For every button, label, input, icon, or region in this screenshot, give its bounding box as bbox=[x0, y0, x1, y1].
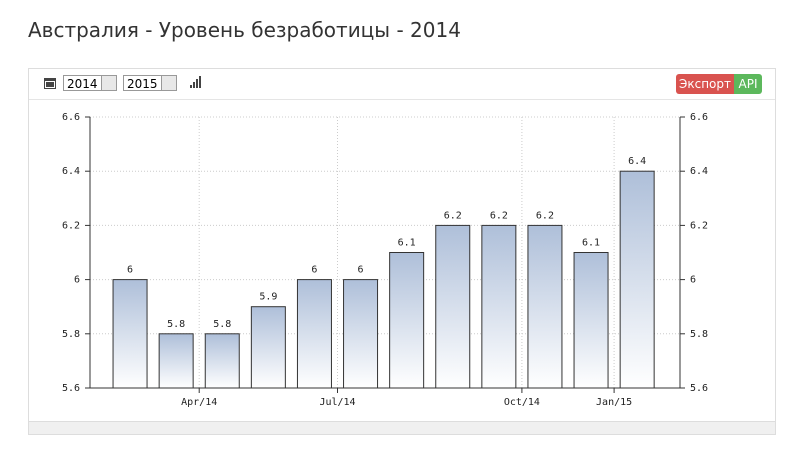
data-label: 6.1 bbox=[398, 238, 416, 249]
toolbar: 2014 2015 Экспорт API bbox=[29, 69, 775, 100]
data-label: 6.2 bbox=[490, 210, 508, 221]
data-label: 6 bbox=[358, 265, 364, 276]
chart-type-icon[interactable] bbox=[189, 75, 203, 89]
bar bbox=[619, 170, 655, 389]
data-label: 6.4 bbox=[628, 156, 646, 167]
to-year-select[interactable]: 2015 bbox=[123, 75, 177, 91]
data-label: 6 bbox=[127, 265, 133, 276]
data-label: 5.9 bbox=[259, 292, 277, 303]
chart-panel: 2014 2015 Экспорт API bbox=[28, 68, 776, 435]
calendar-icon[interactable] bbox=[43, 76, 57, 90]
data-label: 6.1 bbox=[582, 238, 600, 249]
y-tick-label: 6.6 bbox=[62, 112, 80, 123]
bar bbox=[204, 333, 240, 389]
bar bbox=[481, 224, 517, 389]
x-tick-label: Oct/14 bbox=[504, 397, 540, 408]
y-tick-label: 6.4 bbox=[62, 166, 80, 177]
x-tick-label: Jan/15 bbox=[596, 397, 632, 408]
page-title: Австралия - Уровень безработицы - 2014 bbox=[28, 18, 461, 42]
y2-tick-label: 5.8 bbox=[690, 329, 708, 340]
bar bbox=[389, 252, 425, 389]
bar bbox=[435, 224, 471, 389]
data-label: 6.2 bbox=[444, 210, 462, 221]
x-tick-label: Jul/14 bbox=[319, 397, 355, 408]
bar bbox=[250, 306, 286, 389]
y-tick-label: 5.8 bbox=[62, 329, 80, 340]
y-tick-label: 6 bbox=[74, 275, 80, 286]
y2-tick-label: 6.6 bbox=[690, 112, 708, 123]
api-button[interactable]: API bbox=[734, 74, 762, 94]
bar bbox=[296, 279, 332, 389]
y2-tick-label: 5.6 bbox=[690, 383, 708, 394]
y2-tick-label: 6.2 bbox=[690, 220, 708, 231]
bar bbox=[112, 279, 148, 389]
from-year-select[interactable]: 2014 bbox=[63, 75, 117, 91]
data-label: 6 bbox=[311, 265, 317, 276]
y2-tick-label: 6 bbox=[690, 275, 696, 286]
data-label: 6.2 bbox=[536, 210, 554, 221]
panel-footer bbox=[29, 421, 775, 434]
bar bbox=[527, 224, 563, 389]
data-label: 5.8 bbox=[213, 319, 231, 330]
export-button[interactable]: Экспорт bbox=[676, 74, 734, 94]
bar bbox=[343, 279, 379, 389]
data-label: 5.8 bbox=[167, 319, 185, 330]
y-tick-label: 6.2 bbox=[62, 220, 80, 231]
y2-tick-label: 6.4 bbox=[690, 166, 708, 177]
y-tick-label: 5.6 bbox=[62, 383, 80, 394]
bar bbox=[573, 252, 609, 389]
bar bbox=[158, 333, 194, 389]
x-tick-label: Apr/14 bbox=[181, 397, 217, 408]
